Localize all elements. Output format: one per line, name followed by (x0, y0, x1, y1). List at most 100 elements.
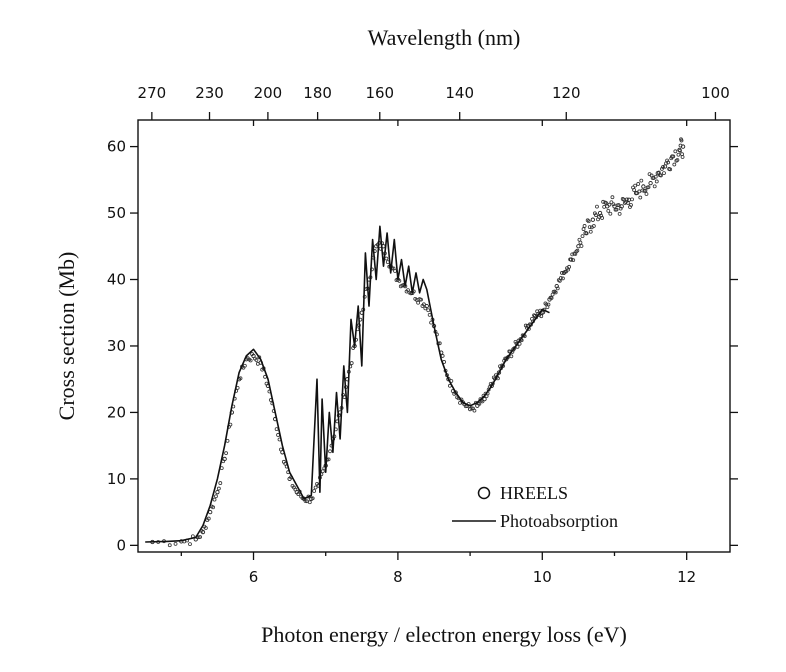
x2-tick-label: 270 (138, 84, 167, 102)
hreels-point (328, 449, 332, 454)
hreels-point (648, 180, 653, 186)
hreels-point (582, 224, 587, 228)
plot-frame (137, 119, 731, 553)
hreels-point (675, 158, 680, 162)
hreels-point (580, 234, 585, 239)
hreels-point (440, 354, 445, 358)
hreels-point (624, 197, 629, 202)
hreels-point (509, 354, 514, 359)
hreels-point (637, 189, 642, 194)
hreels-point (666, 160, 671, 165)
hreels-point (590, 217, 595, 222)
hreels-series (150, 137, 686, 548)
hreels-point (668, 167, 673, 172)
x-axis-title: Photon energy / electron energy loss (eV… (261, 622, 627, 647)
hreels-point (482, 396, 487, 402)
hreels-point (680, 155, 685, 159)
x-tick-label: 8 (393, 568, 403, 586)
hreels-point (576, 244, 581, 249)
hreels-point (173, 541, 178, 546)
hreels-point (600, 216, 605, 220)
hreels-point (633, 183, 638, 188)
hreels-point (188, 542, 192, 546)
x2-tick-label: 120 (552, 84, 581, 102)
hreels-point (626, 197, 632, 202)
hreels-point (575, 248, 580, 253)
hreels-point (426, 308, 431, 313)
hreels-point (310, 496, 315, 501)
hreels-point (384, 256, 389, 261)
y-axis-title: Cross section (Mb) (54, 252, 79, 421)
x-tick-label: 6 (249, 568, 259, 586)
hreels-point (216, 486, 221, 491)
hreels-point (679, 138, 684, 143)
hreels-point (555, 286, 560, 291)
hreels-point (320, 469, 325, 474)
hreels-point (680, 144, 686, 149)
hreels-point (567, 264, 572, 269)
hreels-point (661, 165, 665, 169)
hreels-point (673, 149, 678, 154)
legend: HREELS Photoabsorption (452, 483, 618, 531)
hreels-point (665, 158, 669, 163)
hreels-point (424, 303, 429, 309)
hreels-point (579, 244, 584, 248)
hreels-point (671, 154, 676, 159)
x2-tick-label: 230 (195, 84, 224, 102)
hreels-point (578, 240, 583, 245)
hreels-point (654, 179, 659, 184)
hreels-point (211, 505, 215, 510)
x2-tick-label: 100 (701, 84, 730, 102)
hreels-point (242, 363, 247, 368)
hreels-point (416, 300, 421, 305)
hreels-point (587, 225, 592, 230)
hreels-point (660, 167, 664, 171)
hreels-point (200, 529, 206, 535)
hreels-point (546, 302, 551, 307)
hreels-point (595, 204, 599, 209)
hreels-point (224, 451, 228, 456)
hreels-point (397, 278, 402, 283)
hreels-point (641, 184, 646, 189)
hreels-point (605, 204, 610, 209)
hreels-point (594, 213, 598, 217)
x2-tick-label: 180 (303, 84, 332, 102)
hreels-point (646, 185, 651, 190)
hreels-point (238, 376, 243, 381)
hreels-point (581, 227, 586, 231)
hreels-point (662, 171, 666, 176)
hreels-point (584, 231, 589, 236)
hreels-point (198, 535, 202, 539)
hreels-point (254, 358, 259, 362)
y-tick-label: 60 (107, 138, 126, 156)
photoabsorption-line (145, 225, 550, 543)
hreels-point (539, 314, 544, 319)
hreels-point (312, 489, 317, 493)
y-tick-label: 50 (107, 204, 126, 222)
hreels-point (561, 276, 565, 281)
hreels-point (630, 197, 634, 202)
hreels-point (609, 200, 614, 205)
y-tick-label: 10 (107, 470, 126, 488)
hreels-point (618, 206, 623, 211)
hreels-point (652, 184, 657, 189)
x-tick-label: 12 (677, 568, 696, 586)
hreels-point (611, 202, 616, 207)
hreels-point (532, 313, 536, 318)
hreels-point (206, 516, 211, 521)
hreels-point (569, 257, 574, 262)
hreels-point (419, 297, 423, 302)
hreels-point (607, 202, 612, 207)
hreels-point (608, 211, 613, 216)
hreels-point (638, 195, 643, 200)
hreels-point (559, 271, 564, 275)
x2-tick-label: 200 (254, 84, 283, 102)
hreels-point (349, 361, 354, 365)
hreels-point (571, 258, 576, 263)
legend-label-hreels: HREELS (500, 483, 568, 503)
hreels-point (629, 203, 633, 207)
hreels-point (212, 497, 217, 502)
hreels-point (553, 290, 558, 295)
